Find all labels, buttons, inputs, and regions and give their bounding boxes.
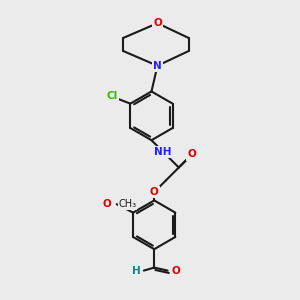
Text: O: O (150, 187, 159, 197)
Text: H: H (132, 266, 141, 276)
Text: N: N (153, 61, 162, 71)
Text: CH₃: CH₃ (118, 199, 136, 209)
Text: NH: NH (154, 147, 172, 157)
Text: O: O (153, 18, 162, 28)
Text: O: O (103, 199, 111, 209)
Text: Cl: Cl (106, 91, 118, 101)
Text: O: O (188, 149, 196, 160)
Text: O: O (172, 266, 180, 276)
